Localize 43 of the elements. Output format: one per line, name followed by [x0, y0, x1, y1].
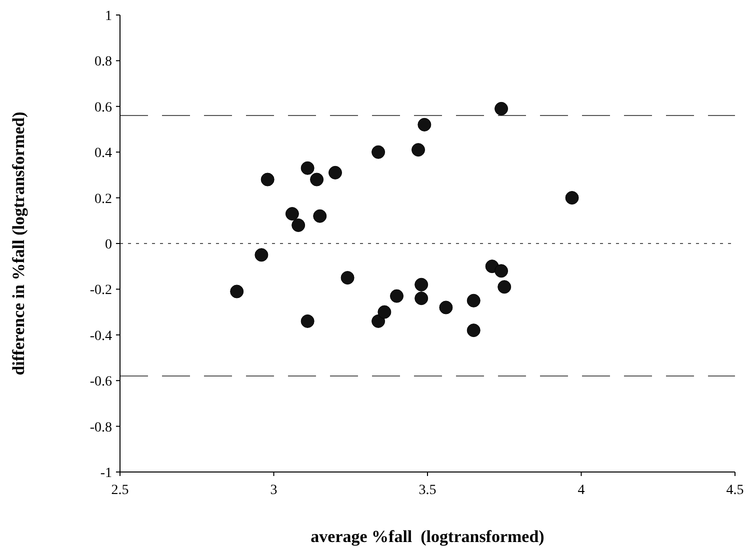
y-axis-title: difference in %fall (logtransformed) [9, 112, 28, 376]
x-tick-label: 2.5 [111, 483, 129, 498]
y-tick-label: 0.6 [94, 100, 112, 116]
y-tick-label: -0.8 [90, 420, 112, 436]
point [565, 191, 579, 205]
point [285, 207, 299, 221]
y-tick-label: 0 [105, 238, 112, 252]
x-tick-label: 4 [578, 483, 585, 498]
point [498, 280, 512, 294]
point [439, 300, 453, 314]
point [300, 161, 314, 175]
y-tick-label: -0.2 [90, 283, 112, 298]
point [412, 143, 426, 157]
point [260, 172, 274, 186]
y-tick-label: -1 [100, 466, 112, 481]
point [254, 248, 268, 262]
y-tick-label: 0.2 [94, 192, 112, 207]
point [466, 294, 480, 308]
point [372, 145, 386, 159]
x-axis-title: average %fall (logtransformed) [310, 527, 544, 546]
y-tick-label: 0.8 [94, 54, 112, 70]
point [494, 264, 508, 278]
point [313, 209, 327, 223]
point [230, 284, 244, 298]
x-tick-label: 3.5 [418, 483, 436, 498]
point [414, 292, 428, 306]
point [414, 278, 428, 292]
point [292, 218, 306, 232]
point [390, 289, 404, 303]
point [310, 172, 324, 186]
x-tick-label: 4.5 [726, 483, 744, 498]
y-tick-label: -0.4 [90, 328, 112, 344]
y-tick-label: -0.6 [90, 374, 112, 390]
point [328, 166, 342, 180]
point [418, 118, 432, 132]
point [340, 271, 354, 285]
y-tick-label: 1 [105, 9, 112, 24]
point [494, 102, 508, 116]
point [300, 314, 314, 328]
x-tick-label: 3 [270, 483, 278, 498]
y-tick-label: 0.4 [94, 146, 112, 162]
point [466, 324, 480, 338]
point [378, 305, 392, 319]
